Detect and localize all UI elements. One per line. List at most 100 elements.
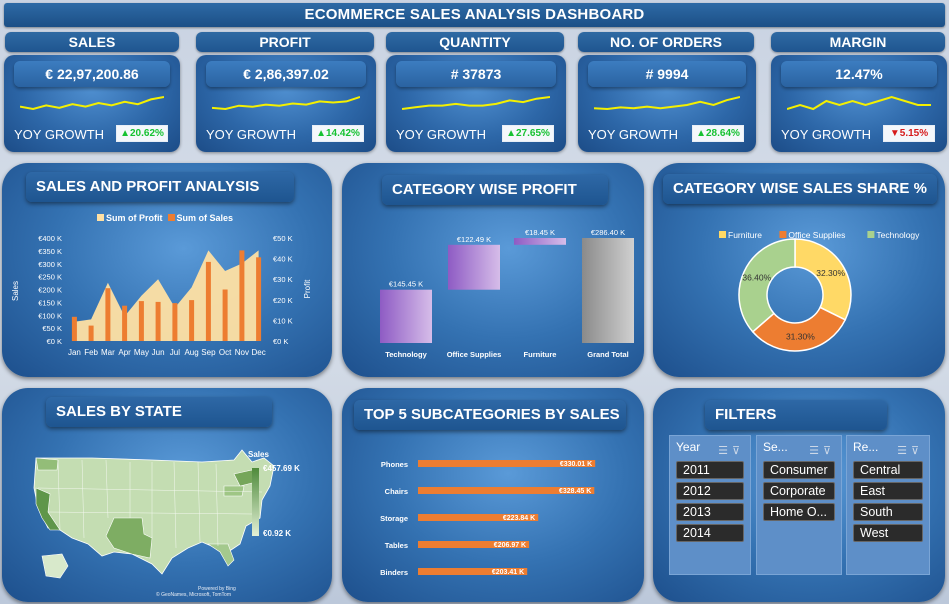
right-axis-tick: €10 K [273, 316, 293, 325]
kpi-sparkline [787, 95, 931, 111]
top5-bar-label: €206.97 K [494, 542, 526, 549]
slicer-item[interactable]: Home O... [763, 503, 835, 521]
slicer-item[interactable]: West [853, 524, 923, 542]
right-axis-tick: €40 K [273, 255, 293, 264]
slicer-header: Year ☰⊽ [670, 436, 750, 458]
multi-select-icon[interactable]: ☰ [897, 445, 911, 457]
kpi-growth-badge: ▲28.64% [692, 125, 744, 142]
category-profit-chart: €145.45 K Technology €122.49 K Office Suppl… [380, 228, 634, 359]
slicer-2: Re... ☰⊽ Central East South West [846, 435, 930, 575]
slicer-header: Se... ☰⊽ [757, 436, 841, 458]
kpi-card: € 2,86,397.02 YOY GROWTH ▲14.42% [196, 55, 376, 152]
sales-profit-legend: Sum of Profit Sum of Sales [97, 213, 233, 223]
slicer-item[interactable]: South [853, 503, 923, 521]
clear-filter-icon[interactable]: ⊽ [822, 445, 835, 457]
waterfall-label: €122.49 K [457, 235, 491, 244]
kpi-trend-line [212, 96, 360, 111]
kpi-value: 12.47% [781, 61, 937, 87]
sales-bar [122, 305, 128, 341]
sales-legend-label: Sum of Sales [176, 213, 234, 223]
month-tick: Jun [152, 348, 165, 357]
profit-legend-label: Sum of Profit [106, 213, 163, 223]
state-borders [37, 459, 263, 549]
category-share-title: CATEGORY WISE SALES SHARE % [663, 174, 937, 204]
kpi-header-profit: PROFIT [196, 32, 374, 52]
slicer-header-label: Se... [763, 440, 788, 454]
kpi-trend-line [594, 96, 740, 111]
left-axis-tick: €100 K [38, 311, 62, 320]
left-axis-tick: €150 K [38, 298, 62, 307]
kpi-yoy-label: YOY GROWTH [781, 127, 872, 142]
multi-select-icon[interactable]: ☰ [809, 445, 823, 457]
slicer-header-label: Re... [853, 440, 879, 454]
slicer-item[interactable]: Consumer [763, 461, 835, 479]
map-credit-geo: © GeoNames, Microsoft, TomTom [156, 592, 231, 598]
waterfall-category: Furniture [524, 350, 557, 359]
kpi-card: 12.47% YOY GROWTH ▼5.15% [771, 55, 947, 152]
category-profit-panel: CATEGORY WISE PROFIT €145.45 K Technology… [342, 163, 644, 377]
right-axis-tick: €20 K [273, 296, 293, 305]
month-tick: Dec [251, 348, 265, 357]
month-tick: Feb [84, 348, 98, 357]
sales-bar [172, 303, 178, 341]
left-axis-label: Sales [11, 281, 20, 301]
kpi-value: € 22,97,200.86 [14, 61, 170, 87]
left-axis-tick: €0 K [47, 337, 62, 346]
kpi-yoy-label: YOY GROWTH [14, 127, 105, 142]
sales-bar [105, 288, 111, 341]
us-state-map[interactable] [2, 388, 332, 602]
month-tick: Sep [201, 348, 216, 357]
kpi-value: # 9994 [588, 61, 746, 87]
left-axis-tick: €300 K [38, 260, 62, 269]
donut-legend-label: Office Supplies [788, 230, 845, 240]
slicer-item[interactable]: East [853, 482, 923, 500]
month-tick: Nov [235, 348, 249, 357]
waterfall-bar [448, 244, 500, 290]
slicer-item[interactable]: Corporate [763, 482, 835, 500]
top5-category-label: Chairs [385, 487, 408, 496]
slicer-item[interactable]: 2011 [676, 461, 744, 479]
clear-filter-icon[interactable]: ⊽ [731, 445, 744, 457]
waterfall-category: Technology [385, 350, 427, 359]
kpi-header-quantity: QUANTITY [386, 32, 564, 52]
kpi-header-no-of-orders: NO. OF ORDERS [578, 32, 754, 52]
top5-bar [418, 487, 595, 494]
sales-bar [256, 257, 262, 341]
kpi-sparkline [20, 96, 164, 111]
right-axis-tick: €50 K [273, 234, 293, 243]
donut-slice-label: 31.30% [786, 332, 815, 342]
slicer-item[interactable]: 2014 [676, 524, 744, 542]
multi-select-icon[interactable]: ☰ [718, 445, 732, 457]
sales-profit-panel: SALES AND PROFIT ANALYSIS Sum of Profit … [2, 163, 332, 377]
map-credit-bing: Powered by Bing [198, 586, 236, 592]
kpi-yoy-label: YOY GROWTH [396, 127, 487, 142]
top5-bar-label: €330.01 K [560, 461, 592, 468]
top5-category-label: Tables [385, 541, 408, 550]
slicer-item[interactable]: 2012 [676, 482, 744, 500]
kpi-growth-badge: ▲14.42% [312, 125, 364, 142]
top5-bar [418, 568, 528, 575]
waterfall-label: €18.45 K [525, 228, 555, 237]
kpi-yoy-label: YOY GROWTH [588, 127, 679, 142]
donut-legend-label: Technology [876, 230, 920, 240]
clear-filter-icon[interactable]: ⊽ [910, 445, 923, 457]
sales-legend-swatch [167, 214, 175, 221]
category-profit-title: CATEGORY WISE PROFIT [382, 175, 608, 205]
top5-bar [418, 541, 530, 548]
sales-bar [138, 301, 144, 341]
kpi-growth-badge: ▲20.62% [116, 125, 168, 142]
kpi-trend-line [787, 95, 931, 111]
slicer-item[interactable]: 2013 [676, 503, 744, 521]
top5-bar-label: €223.84 K [503, 515, 535, 522]
waterfall-category: Grand Total [587, 350, 629, 359]
donut-legend-label: Furniture [728, 230, 762, 240]
slicer-item[interactable]: Central [853, 461, 923, 479]
slicer-header-label: Year [676, 440, 701, 454]
sales-bar [189, 300, 195, 341]
kpi-trend-line [402, 96, 550, 110]
kpi-growth-badge: ▼5.15% [883, 125, 935, 142]
top5-category-label: Storage [380, 514, 408, 523]
month-tick: Jan [68, 348, 81, 357]
kpi-yoy-label: YOY GROWTH [206, 127, 297, 142]
sales-bar [239, 250, 245, 341]
